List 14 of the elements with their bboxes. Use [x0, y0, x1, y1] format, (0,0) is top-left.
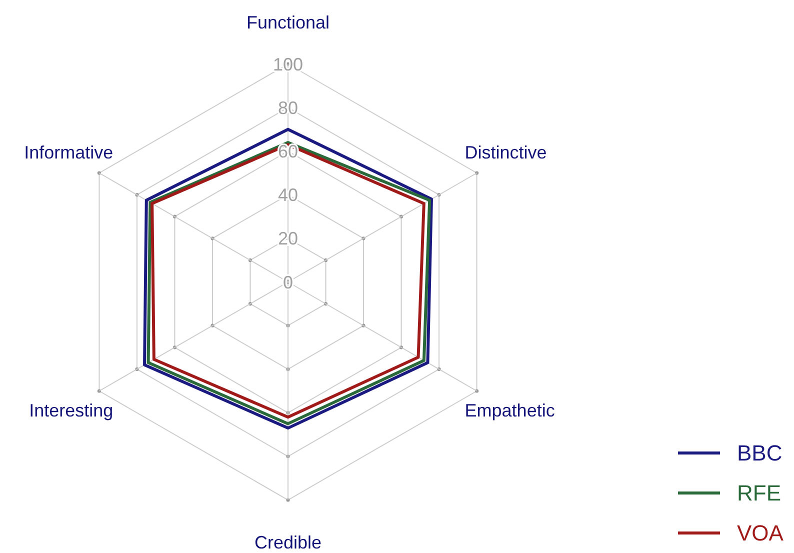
y-tick-label: 40	[278, 185, 298, 206]
y-tick-label: 20	[278, 228, 298, 249]
spoke-label: Credible	[254, 532, 322, 552]
spoke-label: Empathetic	[464, 400, 555, 420]
legend-label: BBC	[737, 440, 782, 466]
spoke-label: Informative	[24, 142, 114, 162]
legend-label: VOA	[737, 520, 784, 546]
y-tick-label: 100	[272, 54, 304, 74]
y-tick-label: 0	[282, 272, 294, 292]
spoke-label: Distinctive	[464, 142, 547, 162]
legend-label: RFE	[737, 480, 781, 506]
spoke-label: Functional	[246, 12, 330, 32]
y-tick-label: 80	[278, 98, 298, 118]
spoke-label: Interesting	[29, 400, 114, 420]
